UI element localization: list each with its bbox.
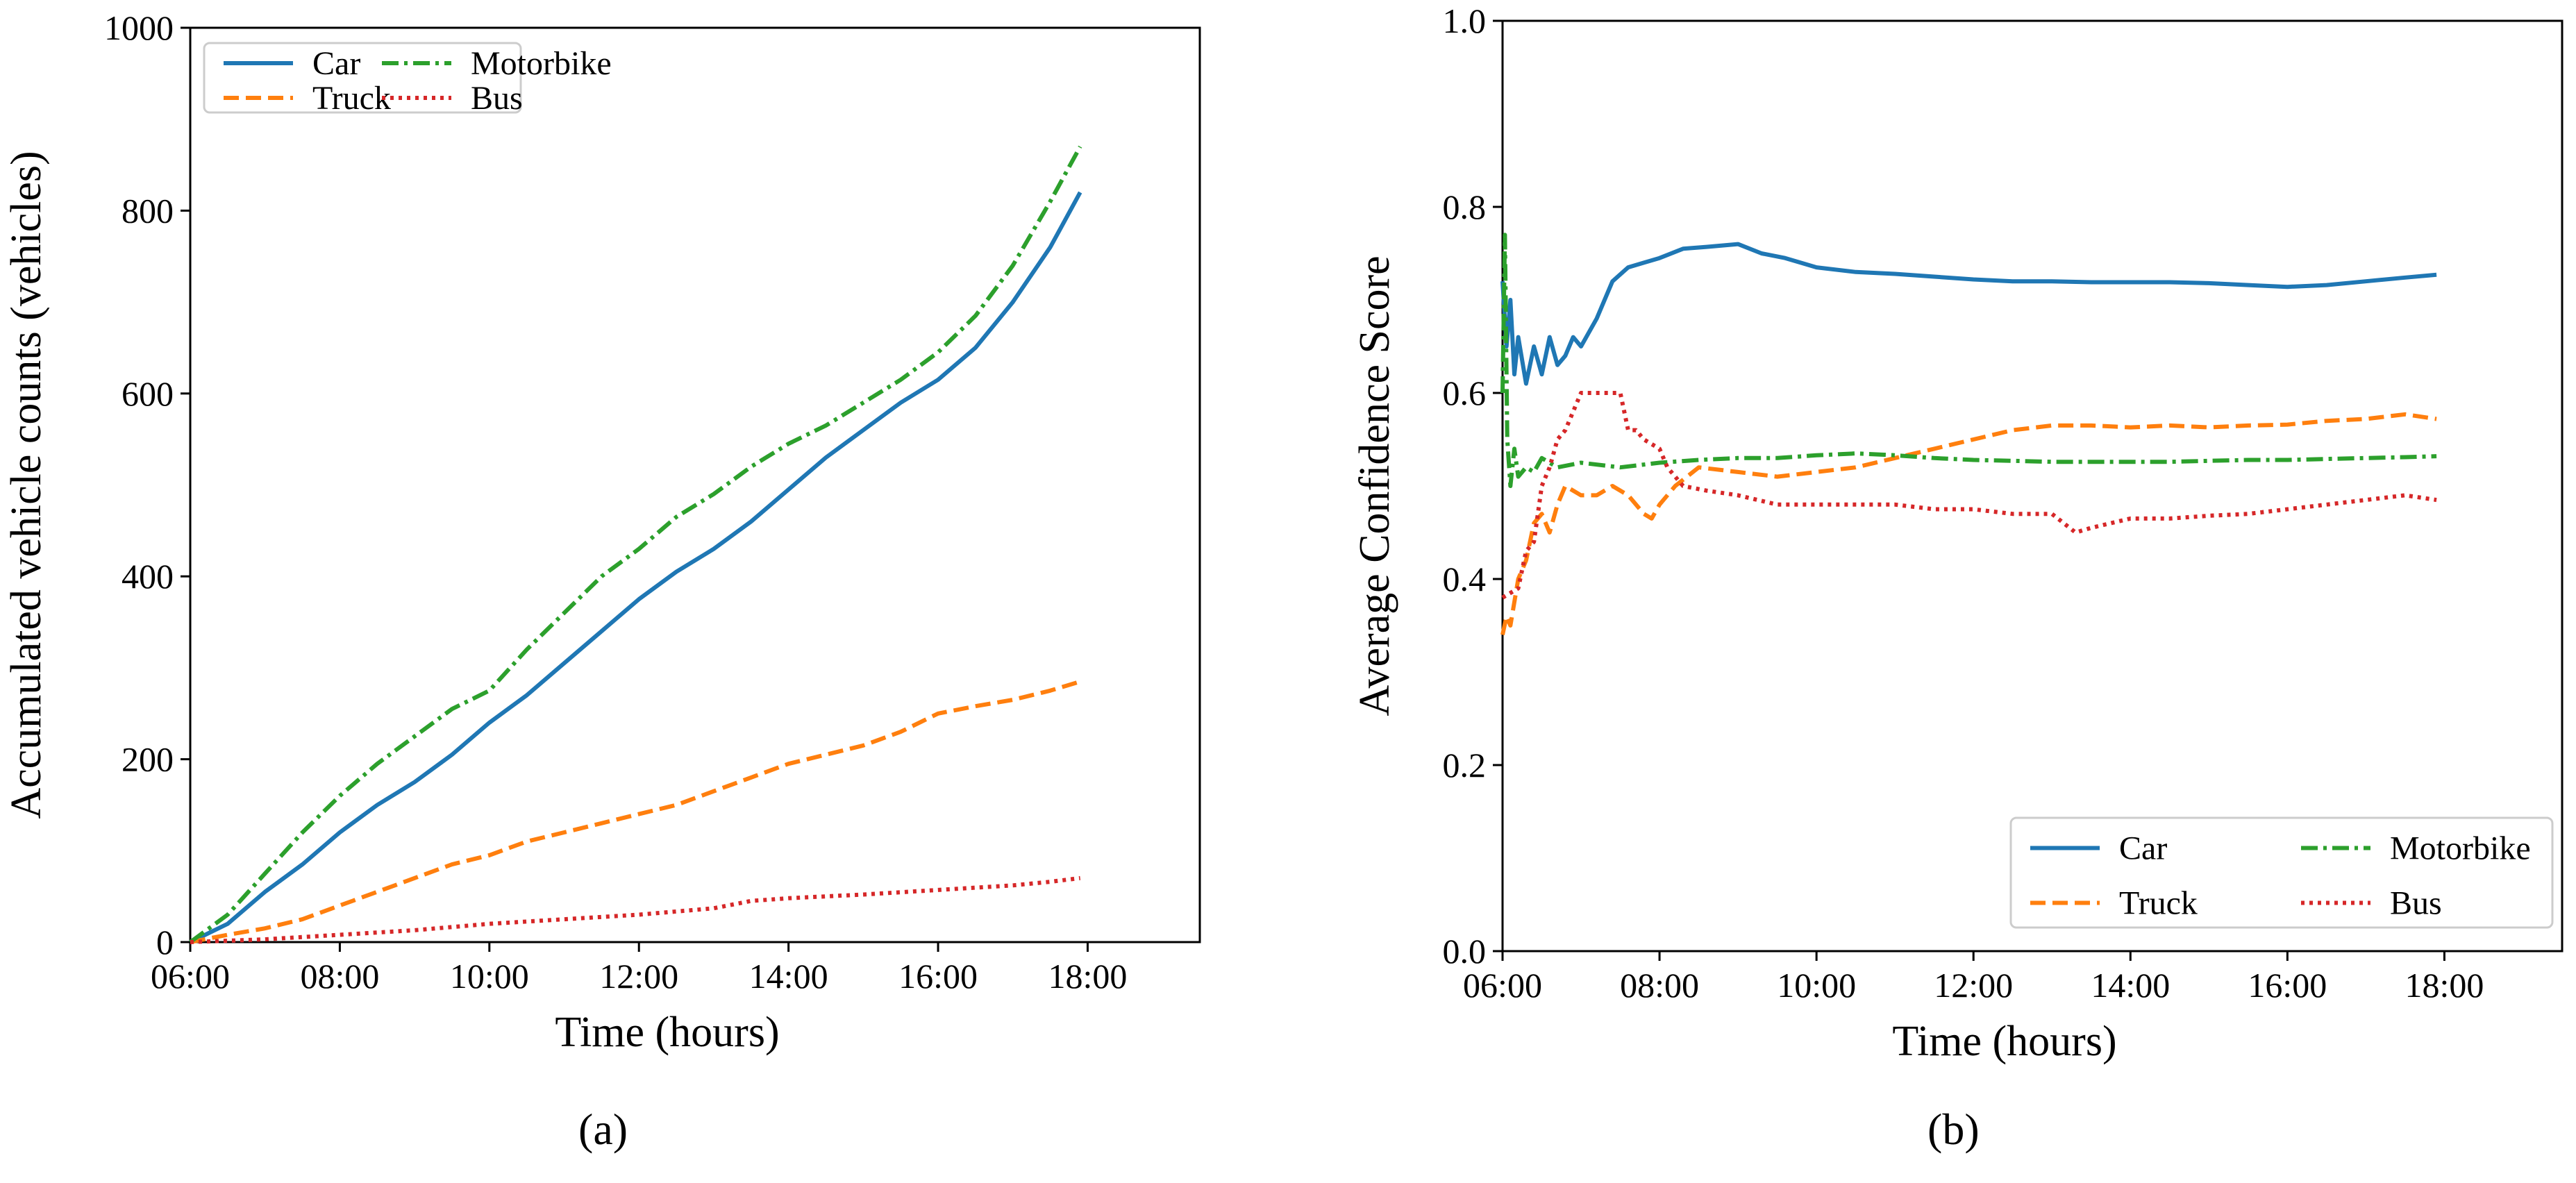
legend-label-motorbike: Motorbike [2390, 830, 2531, 867]
x-tick-label: 10:00 [1777, 966, 1856, 1005]
y-tick-label: 0.0 [1443, 932, 1487, 971]
x-tick-label: 14:00 [2091, 966, 2170, 1005]
y-tick-label: 400 [122, 557, 174, 596]
series-line-car [189, 191, 1082, 944]
x-tick-label: 18:00 [1048, 957, 1127, 996]
x-tick-label: 18:00 [2404, 966, 2484, 1005]
legend-label-car: Car [2119, 830, 2167, 867]
series-line-motorbike [189, 145, 1082, 944]
x-tick-label: 16:00 [2248, 966, 2327, 1005]
chart-panel-b: 06:00 08:00 10:00 12:00 14:00 16:00 18:00 0.0 0.… [1351, 1, 2564, 1065]
series-line-truck [1500, 412, 2437, 636]
panel-label-a: (a) [578, 1104, 628, 1155]
series-line-bus [1501, 391, 2437, 600]
x-tick-label: 12:00 [1934, 966, 2013, 1005]
legend-label-car: Car [312, 45, 360, 82]
x-tick-label: 16:00 [898, 957, 978, 996]
panel-label-a-text: (a) [578, 1105, 628, 1154]
y-tick-label: 0.6 [1443, 374, 1487, 412]
series-line-motorbike [1500, 233, 2437, 488]
y-tick-label: 0.8 [1443, 187, 1487, 226]
x-tick-label: 10:00 [450, 957, 529, 996]
y-axis-label: Accumulated vehicle counts (vehicles) [3, 151, 50, 819]
y-tick-label: 200 [122, 740, 174, 779]
series-line-car [1500, 242, 2437, 386]
legend-label-motorbike: Motorbike [471, 45, 612, 82]
x-tick-label: 08:00 [1620, 966, 1699, 1005]
legend-label-truck: Truck [312, 80, 391, 117]
series-line-truck [190, 679, 1081, 944]
legend-label-bus: Bus [2390, 885, 2442, 922]
legend-box [203, 42, 522, 114]
series-line-bus [190, 875, 1081, 944]
panel-label-b: (b) [1927, 1104, 1980, 1155]
x-axis-label: Time (hours) [1892, 1018, 2116, 1065]
plot-frame [189, 26, 1201, 943]
panel-label-b-text: (b) [1927, 1105, 1980, 1154]
y-tick-label: 0.2 [1443, 746, 1487, 785]
y-tick-label: 600 [122, 374, 174, 413]
x-tick-label: 12:00 [599, 957, 678, 996]
y-tick-label: 0 [156, 923, 174, 962]
x-tick-label: 08:00 [300, 957, 379, 996]
y-axis-label: Average Confidence Score [1351, 255, 1398, 716]
x-tick-label: 06:00 [1463, 966, 1542, 1005]
y-tick-label: 1000 [104, 8, 174, 47]
x-tick-label: 14:00 [749, 957, 828, 996]
y-tick-label: 0.4 [1443, 560, 1487, 598]
legend-label-bus: Bus [471, 80, 523, 117]
y-tick-label: 800 [122, 191, 174, 230]
chart-panel-a: 06:00 08:00 10:00 12:00 14:00 16:00 18:00 0 200 4… [3, 8, 1201, 1056]
x-tick-label: 06:00 [151, 957, 230, 996]
legend-box [2009, 816, 2554, 929]
legend-label-truck: Truck [2119, 885, 2198, 922]
plot-frame [1501, 19, 2564, 953]
y-tick-label: 1.0 [1443, 1, 1487, 40]
x-axis-label: Time (hours) [555, 1009, 779, 1056]
